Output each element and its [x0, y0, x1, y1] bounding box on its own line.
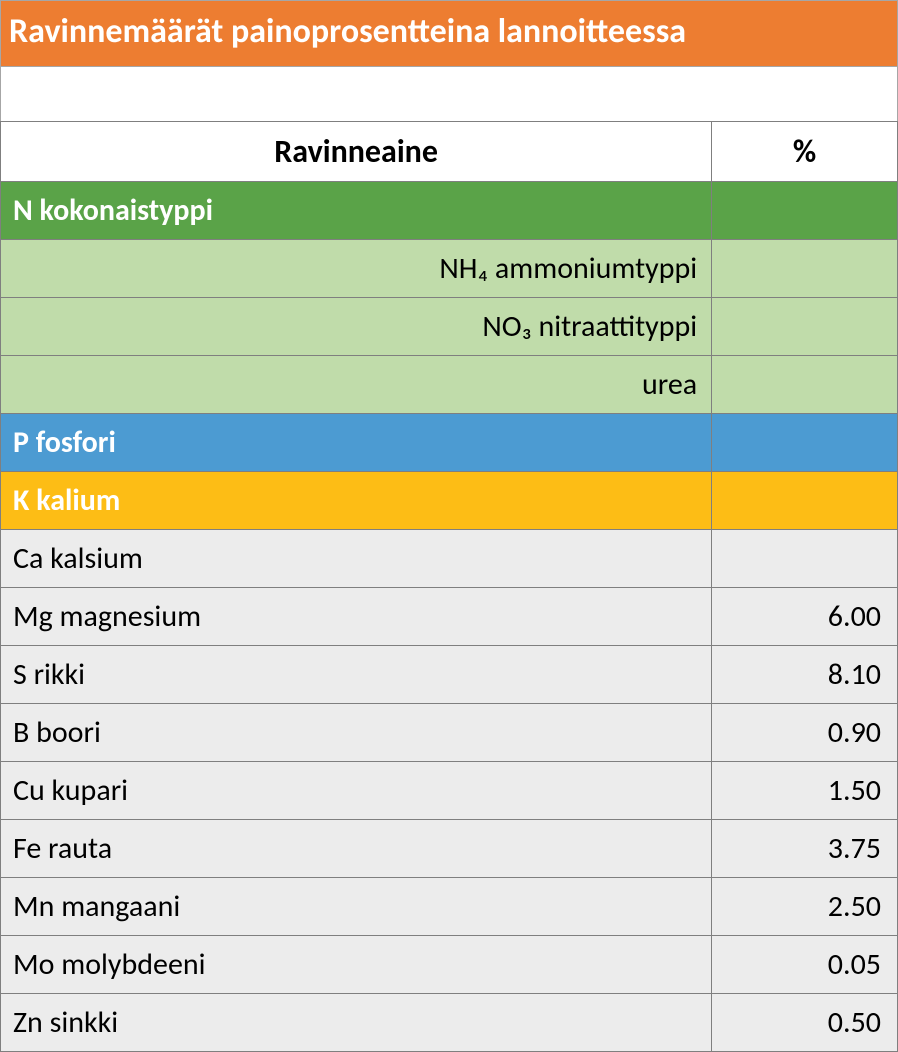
row-ca: Ca kalsium [1, 530, 898, 588]
header-value: % [712, 122, 898, 182]
cell-k-label: K kalium [1, 472, 712, 530]
cell-mg-value: 6.00 [712, 588, 898, 646]
cell-zn-value: 0.50 [712, 994, 898, 1052]
spacer-cell [1, 67, 898, 122]
cell-p-value [712, 414, 898, 472]
cell-urea-label: urea [1, 356, 712, 414]
cell-fe-label: Fe rauta [1, 820, 712, 878]
nutrient-table: Ravinnemäärät painoprosentteina lannoitt… [0, 0, 898, 1052]
cell-k-value [712, 472, 898, 530]
cell-mo-value: 0.05 [712, 936, 898, 994]
cell-cu-value: 1.50 [712, 762, 898, 820]
cell-cu-label: Cu kupari [1, 762, 712, 820]
cell-fe-value: 3.75 [712, 820, 898, 878]
cell-nh4-value [712, 240, 898, 298]
row-n: N kokonaistyppi [1, 182, 898, 240]
row-cu: Cu kupari 1.50 [1, 762, 898, 820]
cell-n-value [712, 182, 898, 240]
cell-ca-label: Ca kalsium [1, 530, 712, 588]
cell-p-label: P fosfori [1, 414, 712, 472]
row-zn: Zn sinkki 0.50 [1, 994, 898, 1052]
row-b: B boori 0.90 [1, 704, 898, 762]
cell-mo-label: Mo molybdeeni [1, 936, 712, 994]
cell-ca-value [712, 530, 898, 588]
cell-mn-value: 2.50 [712, 878, 898, 936]
cell-no3-label: NO₃ nitraattityppi [1, 298, 712, 356]
cell-n-label: N kokonaistyppi [1, 182, 712, 240]
header-row: Ravinneaine % [1, 122, 898, 182]
cell-zn-label: Zn sinkki [1, 994, 712, 1052]
row-urea: urea [1, 356, 898, 414]
row-mo: Mo molybdeeni 0.05 [1, 936, 898, 994]
row-no3: NO₃ nitraattityppi [1, 298, 898, 356]
cell-s-label: S rikki [1, 646, 712, 704]
cell-mg-label: Mg magnesium [1, 588, 712, 646]
cell-s-value: 8.10 [712, 646, 898, 704]
table-title: Ravinnemäärät painoprosentteina lannoitt… [1, 1, 898, 67]
row-mn: Mn mangaani 2.50 [1, 878, 898, 936]
row-nh4: NH₄ ammoniumtyppi [1, 240, 898, 298]
row-s: S rikki 8.10 [1, 646, 898, 704]
row-k: K kalium [1, 472, 898, 530]
cell-urea-value [712, 356, 898, 414]
cell-b-value: 0.90 [712, 704, 898, 762]
title-row: Ravinnemäärät painoprosentteina lannoitt… [1, 1, 898, 67]
row-p: P fosfori [1, 414, 898, 472]
row-fe: Fe rauta 3.75 [1, 820, 898, 878]
spacer-row [1, 67, 898, 122]
row-mg: Mg magnesium 6.00 [1, 588, 898, 646]
cell-b-label: B boori [1, 704, 712, 762]
cell-no3-value [712, 298, 898, 356]
cell-mn-label: Mn mangaani [1, 878, 712, 936]
cell-nh4-label: NH₄ ammoniumtyppi [1, 240, 712, 298]
header-label: Ravinneaine [1, 122, 712, 182]
